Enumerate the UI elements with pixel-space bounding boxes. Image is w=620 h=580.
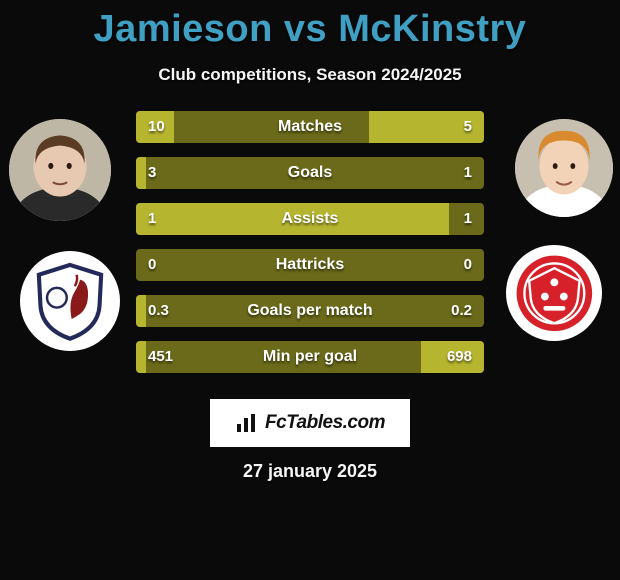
- player-right-portrait: [515, 119, 613, 217]
- stat-row: 00Hattricks: [136, 249, 484, 281]
- stat-row: 105Matches: [136, 111, 484, 143]
- stat-label: Min per goal: [136, 341, 484, 373]
- stat-label: Hattricks: [136, 249, 484, 281]
- club-left-badge: [20, 251, 120, 351]
- player-left-portrait: [9, 119, 111, 221]
- stat-row: 451698Min per goal: [136, 341, 484, 373]
- fctables-chart-icon: [235, 412, 259, 434]
- stat-label: Matches: [136, 111, 484, 143]
- club-left-crest-icon: [29, 260, 111, 342]
- stat-row: 11Assists: [136, 203, 484, 235]
- player-right-avatar-icon: [515, 119, 613, 217]
- source-logo: FcTables.com: [210, 399, 410, 447]
- club-right-badge: [506, 245, 602, 341]
- source-logo-text: FcTables.com: [265, 412, 385, 434]
- stat-label: Goals per match: [136, 295, 484, 327]
- stat-label: Goals: [136, 157, 484, 189]
- snapshot-date: 27 january 2025: [0, 461, 620, 482]
- player-left-avatar-icon: [9, 119, 111, 221]
- club-right-crest-icon: [515, 254, 594, 333]
- page-title: Jamieson vs McKinstry: [0, 0, 620, 51]
- stat-row: 31Goals: [136, 157, 484, 189]
- stat-bars: 105Matches 31Goals 11Assists 00Hattricks 0.3…: [136, 111, 484, 387]
- comparison-panel: 105Matches 31Goals 11Assists 00Hattricks 0.3…: [0, 111, 620, 391]
- subtitle: Club competitions, Season 2024/2025: [0, 65, 620, 85]
- stat-label: Assists: [136, 203, 484, 235]
- stat-row: 0.30.2Goals per match: [136, 295, 484, 327]
